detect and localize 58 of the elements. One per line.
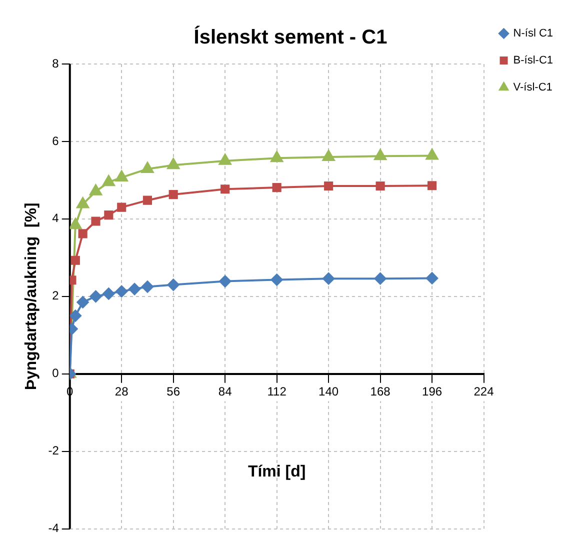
point	[374, 149, 386, 160]
point	[219, 275, 232, 288]
point	[141, 280, 154, 293]
point	[76, 296, 89, 308]
point	[220, 184, 230, 194]
x-tick-label: 196	[422, 384, 442, 398]
point	[324, 181, 334, 191]
point	[374, 272, 386, 285]
point	[117, 202, 126, 212]
point	[322, 272, 335, 285]
y-tick-label: 2	[52, 288, 60, 303]
point	[116, 285, 128, 298]
point	[142, 196, 152, 205]
point	[376, 181, 385, 191]
point	[141, 162, 154, 173]
x-tick-label: 112	[267, 384, 287, 398]
point	[272, 183, 282, 192]
y-tick-label: -2	[48, 444, 60, 458]
x-tick-label: 84	[218, 384, 232, 398]
y-tick-label: 8	[52, 56, 60, 70]
point	[70, 310, 82, 322]
point	[128, 283, 141, 296]
point	[322, 150, 335, 161]
legend-label: V-ísl-C1	[513, 82, 552, 94]
x-tick-label: 28	[114, 384, 129, 398]
y-tick-label: 0	[52, 366, 60, 380]
y-tick-label: -4	[48, 521, 60, 536]
x-tick-label: 168	[370, 384, 391, 398]
point	[90, 290, 102, 302]
point	[70, 256, 80, 265]
point	[76, 197, 89, 208]
y-axis-title: Þyngdartap/aukning [%]	[23, 202, 40, 390]
x-tick-label: 140	[318, 384, 339, 398]
point	[104, 210, 114, 220]
point	[78, 229, 88, 238]
point	[167, 278, 180, 291]
legend-label: N-ísl C1	[513, 28, 554, 40]
point	[70, 218, 82, 230]
x-tick-label: 56	[166, 384, 180, 398]
x-axis-title: Tími [d]	[248, 463, 306, 480]
point	[428, 181, 437, 190]
point	[91, 216, 100, 226]
point	[102, 288, 115, 300]
point	[270, 274, 283, 286]
point	[168, 190, 178, 200]
chart-title: Íslenskt sement - C1	[194, 26, 388, 49]
point	[102, 175, 115, 186]
point	[115, 170, 128, 182]
point	[218, 154, 232, 165]
x-tick-label: 224	[474, 384, 494, 398]
point	[270, 151, 284, 162]
point	[90, 184, 102, 196]
y-tick-label: 6	[52, 134, 60, 148]
legend-label: B-ísl-C1	[513, 54, 554, 67]
point	[426, 148, 438, 160]
y-tick-label: 4	[52, 211, 60, 226]
point	[167, 158, 180, 170]
point	[426, 272, 438, 284]
